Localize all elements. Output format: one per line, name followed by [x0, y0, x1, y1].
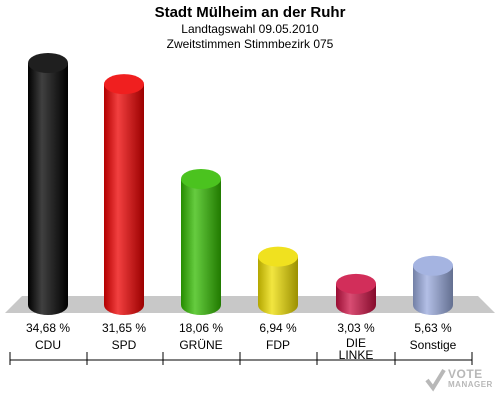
category-label-cdu: CDU: [35, 338, 61, 352]
bar-fdp: [258, 246, 298, 315]
bar-body-gr-ne: [181, 178, 221, 315]
bar-top-cdu: [28, 53, 68, 73]
category-label-die-linke: DIE LINKE: [339, 336, 374, 362]
bar-body-sonstige: [413, 265, 453, 315]
bar-body-cdu: [28, 63, 68, 315]
votemanager-logo: VOTE MANAGER: [424, 366, 494, 396]
checkmark-icon: [425, 368, 446, 392]
logo-text-vote: VOTE: [448, 367, 483, 381]
logo-text-manager: MANAGER: [448, 380, 493, 389]
bar-spd: [104, 74, 144, 315]
value-label-cdu: 34,68 %: [26, 321, 70, 335]
chart-title-block: Stadt Mülheim an der Ruhr Landtagswahl 0…: [0, 4, 500, 52]
category-label-fdp: FDP: [266, 338, 290, 352]
bar-top-sonstige: [413, 255, 453, 276]
value-label-spd: 31,65 %: [102, 321, 146, 335]
bar-top-fdp: [258, 246, 298, 267]
bar-top-spd: [104, 74, 144, 95]
bar-cdu: [28, 53, 68, 315]
bar-top-gr-ne: [181, 168, 221, 189]
bar-body-fdp: [258, 256, 298, 315]
bar-gr-ne: [181, 168, 221, 315]
value-label-fdp: 6,94 %: [259, 321, 297, 335]
bar-die-linke: [336, 273, 376, 315]
chart-subtitle-election: Landtagswahl 09.05.2010: [181, 22, 319, 36]
bar-top-die-linke: [336, 273, 376, 294]
bar-sonstige: [413, 255, 453, 315]
bar-body-spd: [104, 84, 144, 315]
category-label-sonstige: Sonstige: [410, 338, 457, 352]
chart-title: Stadt Mülheim an der Ruhr: [154, 4, 346, 21]
value-label-sonstige: 5,63 %: [414, 321, 452, 335]
chart-subtitle-district: Zweitstimmen Stimmbezirk 075: [166, 37, 334, 51]
category-label-spd: SPD: [112, 338, 137, 352]
value-label-die-linke: 3,03 %: [337, 321, 375, 335]
value-label-gr-ne: 18,06 %: [179, 321, 223, 335]
category-label-gr-ne: GRÜNE: [179, 338, 222, 352]
